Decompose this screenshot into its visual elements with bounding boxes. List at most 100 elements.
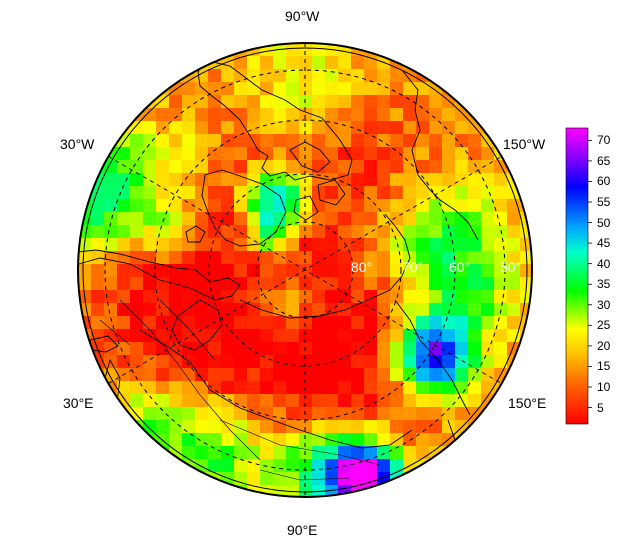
heatmap-cell	[286, 446, 300, 460]
heatmap-cell	[260, 290, 274, 304]
heatmap-cell	[91, 225, 105, 239]
heatmap-cell	[442, 147, 456, 161]
heatmap-cell	[130, 238, 144, 252]
heatmap-cell	[299, 303, 313, 317]
heatmap-cell	[169, 160, 183, 174]
heatmap-cell	[208, 316, 222, 330]
heatmap-cell	[169, 108, 183, 122]
heatmap-cell	[299, 69, 313, 83]
heatmap-cell	[130, 316, 144, 330]
heatmap-cell	[299, 290, 313, 304]
heatmap-cell	[429, 147, 443, 161]
heatmap-cell	[481, 186, 495, 200]
heatmap-cell	[247, 160, 261, 174]
heatmap-cell	[143, 225, 157, 239]
heatmap-cell	[351, 446, 365, 460]
heatmap-cell	[520, 251, 532, 265]
heatmap-cell	[468, 381, 482, 395]
heatmap-cell	[364, 433, 378, 447]
heatmap-cell	[312, 459, 326, 473]
heatmap-cell	[338, 407, 352, 421]
heatmap-cell	[182, 186, 196, 200]
heatmap-cell	[325, 407, 339, 421]
heatmap-cell	[299, 485, 313, 497]
heatmap-cell	[338, 394, 352, 408]
heatmap-cell	[182, 82, 196, 96]
colorbar-tick-label: 30	[597, 297, 611, 312]
heatmap-cell	[312, 407, 326, 421]
heatmap-cell	[299, 225, 313, 239]
heatmap-cell	[286, 173, 300, 187]
heatmap-cell	[377, 446, 391, 460]
heatmap-cell	[468, 329, 482, 343]
heatmap-cell	[429, 420, 443, 434]
heatmap-cell	[403, 316, 417, 330]
heatmap-cell	[169, 173, 183, 187]
heatmap-cell	[169, 134, 183, 148]
heatmap-cell	[208, 82, 222, 96]
heatmap-cell	[390, 407, 404, 421]
heatmap-cell	[195, 394, 209, 408]
heatmap-cell	[156, 238, 170, 252]
heatmap-cell	[221, 69, 235, 83]
heatmap-cell	[195, 186, 209, 200]
heatmap-cell	[299, 238, 313, 252]
heatmap-cell	[377, 355, 391, 369]
heatmap-cell	[117, 381, 131, 395]
heatmap-cell	[507, 251, 521, 265]
heatmap-cell	[299, 199, 313, 213]
heatmap-cell	[351, 420, 365, 434]
heatmap-cell	[130, 394, 144, 408]
heatmap-cell	[117, 316, 131, 330]
heatmap-cell	[273, 173, 287, 187]
heatmap-cell	[195, 212, 209, 226]
heatmap-cell	[468, 186, 482, 200]
heatmap-cell	[377, 485, 391, 497]
heatmap-cell	[195, 82, 209, 96]
heatmap-cell	[195, 251, 209, 265]
colorbar	[565, 127, 592, 425]
heatmap-cell	[182, 251, 196, 265]
heatmap-cell	[208, 407, 222, 421]
heatmap-cell	[273, 199, 287, 213]
heatmap-cell	[234, 147, 248, 161]
heatmap-cell	[78, 264, 92, 278]
heatmap-cell	[234, 134, 248, 148]
heatmap-cell	[520, 264, 532, 278]
heatmap-cell	[403, 173, 417, 187]
heatmap-cell	[312, 303, 326, 317]
heatmap-cell	[182, 316, 196, 330]
heatmap-cell	[117, 420, 131, 434]
heatmap-cell	[156, 290, 170, 304]
heatmap-cell	[442, 121, 456, 135]
heatmap-cell	[78, 355, 92, 369]
heatmap-cell	[312, 368, 326, 382]
heatmap-cell	[273, 82, 287, 96]
heatmap-cell	[208, 108, 222, 122]
colorbar-tick-label: 70	[597, 133, 611, 148]
heatmap-cell	[156, 355, 170, 369]
heatmap-cell	[143, 212, 157, 226]
heatmap-cell	[416, 381, 430, 395]
heatmap-cell	[182, 433, 196, 447]
heatmap-cell	[208, 173, 222, 187]
heatmap-cell	[481, 238, 495, 252]
heatmap-cell	[195, 264, 209, 278]
heatmap-cell	[117, 329, 131, 343]
heatmap-cell	[299, 147, 313, 161]
heatmap-cell	[273, 134, 287, 148]
heatmap-cell	[403, 121, 417, 135]
heatmap-cell	[312, 225, 326, 239]
heatmap-cell	[429, 121, 443, 135]
heatmap-cell	[156, 173, 170, 187]
heatmap-cell	[260, 108, 274, 122]
heatmap-cell	[312, 173, 326, 187]
heatmap-cell	[221, 303, 235, 317]
heatmap-cell	[377, 264, 391, 278]
heatmap-cell	[377, 342, 391, 356]
heatmap-cell	[221, 368, 235, 382]
heatmap-cell	[156, 316, 170, 330]
heatmap-cell	[299, 420, 313, 434]
